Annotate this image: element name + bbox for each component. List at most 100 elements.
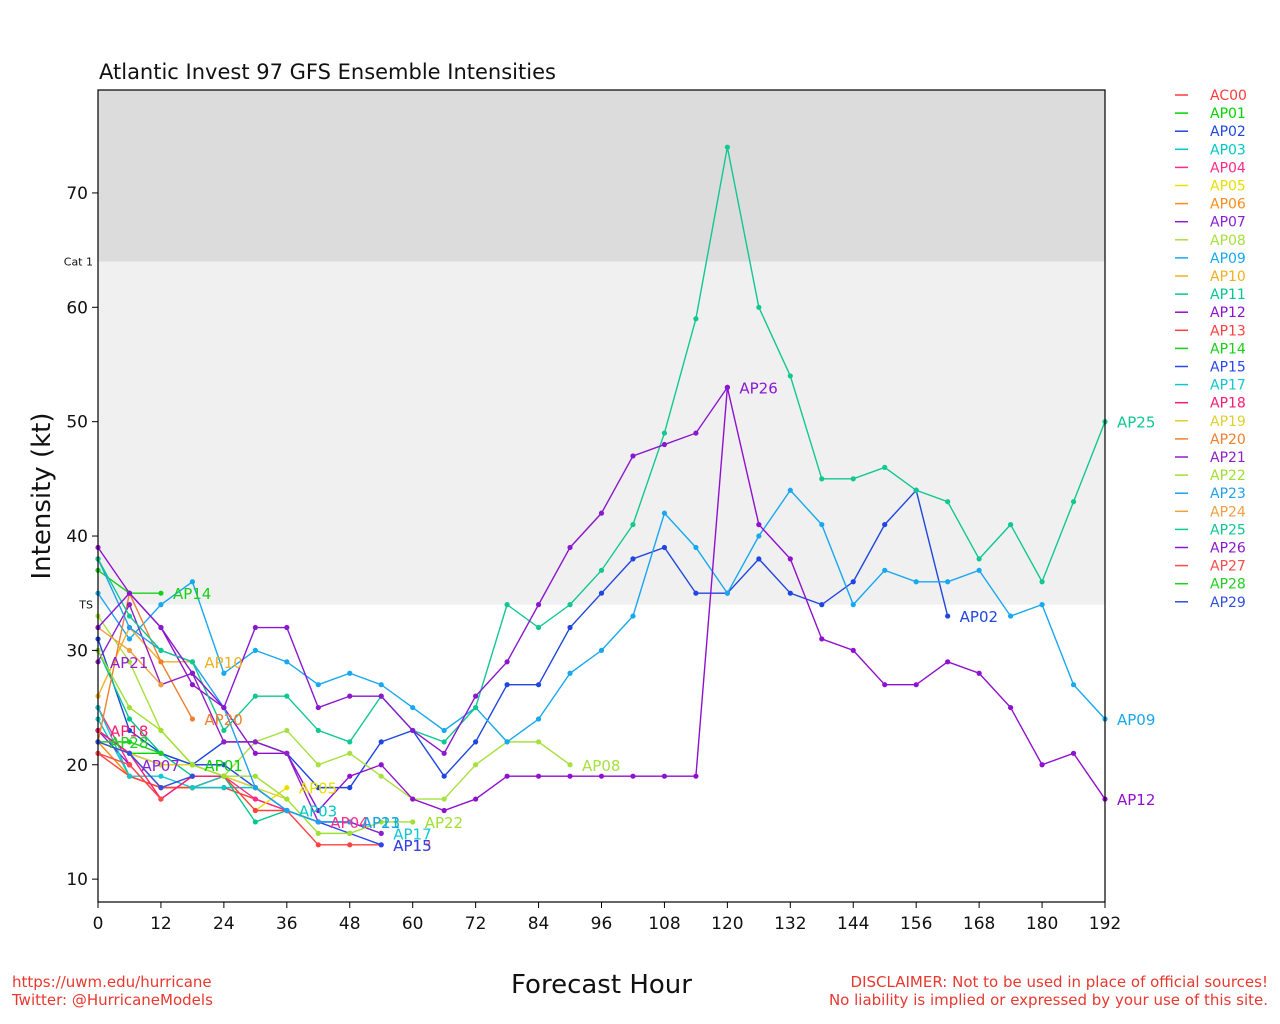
legend-item-ap20[interactable]: AP20 — [1175, 432, 1246, 448]
data-point — [630, 556, 636, 562]
data-point — [126, 739, 133, 745]
legend-item-ap10[interactable]: AP10 — [1175, 269, 1246, 285]
data-point — [252, 739, 258, 745]
data-point — [441, 807, 447, 814]
data-point — [347, 842, 353, 848]
legend-item-ap12[interactable]: AP12 — [1175, 305, 1246, 321]
legend-item-ap03[interactable]: AP03 — [1175, 142, 1246, 158]
legend-item-ac00[interactable]: AC00 — [1175, 88, 1247, 104]
data-point — [252, 750, 258, 756]
series-end-label: AP05 — [299, 780, 337, 798]
data-point — [724, 384, 730, 390]
data-point — [473, 762, 479, 768]
data-point — [126, 602, 133, 608]
data-point — [126, 659, 133, 665]
legend-item-ap06[interactable]: AP06 — [1175, 197, 1246, 213]
data-point — [410, 819, 416, 825]
x-axis-label: Forecast Hour — [511, 970, 692, 1000]
legend-item-ap28[interactable]: AP28 — [1175, 577, 1246, 593]
series-line — [97, 741, 193, 789]
legend-item-ap24[interactable]: AP24 — [1175, 504, 1246, 520]
data-point — [945, 613, 951, 619]
legend-item-ap13[interactable]: AP13 — [1175, 323, 1246, 339]
data-point — [693, 430, 699, 436]
data-point — [693, 544, 699, 551]
legend-item-ap01[interactable]: AP01 — [1175, 106, 1246, 122]
data-point — [126, 636, 133, 642]
data-point — [189, 659, 196, 665]
legend-item-ap07[interactable]: AP07 — [1175, 215, 1246, 231]
footer-twitter[interactable]: Twitter: @HurricaneModels — [12, 991, 213, 1009]
legend-item-ap19[interactable]: AP19 — [1175, 414, 1246, 430]
series-end-label: AP12 — [1117, 791, 1155, 809]
series-end-label: AP13 — [393, 837, 431, 855]
legend-item-ap26[interactable]: AP26 — [1175, 541, 1246, 557]
legend-item-ap04[interactable]: AP04 — [1175, 160, 1246, 176]
legend-item-ap27[interactable]: AP27 — [1175, 559, 1246, 575]
legend-item-ap25[interactable]: AP25 — [1175, 522, 1246, 538]
x-tick-label: 48 — [339, 914, 361, 934]
series-end-label: AP21 — [110, 654, 148, 672]
x-tick-label: 168 — [963, 914, 995, 934]
series-ap29 — [95, 739, 196, 791]
legend-label: AP24 — [1210, 504, 1246, 520]
data-point — [441, 796, 447, 802]
data-point — [1007, 704, 1014, 711]
data-point — [504, 659, 510, 665]
y-tick-label: 60 — [66, 298, 88, 318]
legend-item-ap08[interactable]: AP08 — [1175, 233, 1246, 249]
footer-credits: https://uwm.edu/hurricane Twitter: @Hurr… — [12, 973, 213, 1009]
data-point — [252, 693, 258, 699]
x-tick-label: 72 — [465, 914, 487, 934]
legend-item-ap11[interactable]: AP11 — [1175, 287, 1246, 303]
data-point — [630, 453, 636, 459]
data-point — [284, 624, 290, 631]
data-point — [189, 682, 196, 688]
band-label: TS — [78, 599, 93, 612]
data-point — [441, 727, 447, 734]
x-tick-label: 132 — [774, 914, 806, 934]
legend-item-ap22[interactable]: AP22 — [1175, 468, 1246, 484]
data-point — [661, 510, 668, 516]
legend-label: AP05 — [1210, 179, 1246, 195]
legend-item-ap14[interactable]: AP14 — [1175, 341, 1246, 357]
y-tick-label: 70 — [66, 184, 88, 204]
legend-label: AP03 — [1210, 142, 1246, 158]
data-point — [913, 682, 919, 688]
x-tick-label: 60 — [402, 914, 424, 934]
data-point — [378, 693, 384, 699]
data-point — [126, 750, 133, 756]
footer-url[interactable]: https://uwm.edu/hurricane — [12, 973, 212, 991]
data-point — [850, 579, 856, 585]
legend-item-ap18[interactable]: AP18 — [1175, 396, 1246, 412]
data-point — [913, 579, 919, 585]
data-point — [284, 750, 290, 756]
data-point — [756, 304, 762, 310]
data-point — [1070, 682, 1077, 688]
data-point — [221, 727, 227, 734]
legend-item-ap15[interactable]: AP15 — [1175, 360, 1246, 376]
data-point — [158, 590, 164, 596]
legend-item-ap29[interactable]: AP29 — [1175, 595, 1246, 611]
data-point — [378, 842, 384, 848]
data-point — [378, 819, 384, 825]
data-point — [284, 659, 290, 665]
data-point — [598, 590, 605, 596]
legend-label: AP07 — [1210, 215, 1246, 231]
legend-item-ap05[interactable]: AP05 — [1175, 179, 1246, 195]
legend-item-ap09[interactable]: AP09 — [1175, 251, 1246, 267]
series-line — [97, 590, 194, 743]
data-point — [347, 750, 353, 756]
legend-item-ap02[interactable]: AP02 — [1175, 124, 1246, 140]
data-point — [284, 693, 290, 699]
data-point — [661, 430, 668, 436]
legend-item-ap17[interactable]: AP17 — [1175, 378, 1246, 394]
data-point — [693, 316, 699, 322]
data-point — [189, 579, 196, 585]
legend-label: AP17 — [1210, 378, 1246, 394]
data-point — [882, 464, 888, 471]
legend-item-ap21[interactable]: AP21 — [1175, 450, 1246, 466]
legend-item-ap23[interactable]: AP23 — [1175, 486, 1246, 502]
data-point — [756, 556, 762, 562]
data-point — [252, 819, 258, 825]
